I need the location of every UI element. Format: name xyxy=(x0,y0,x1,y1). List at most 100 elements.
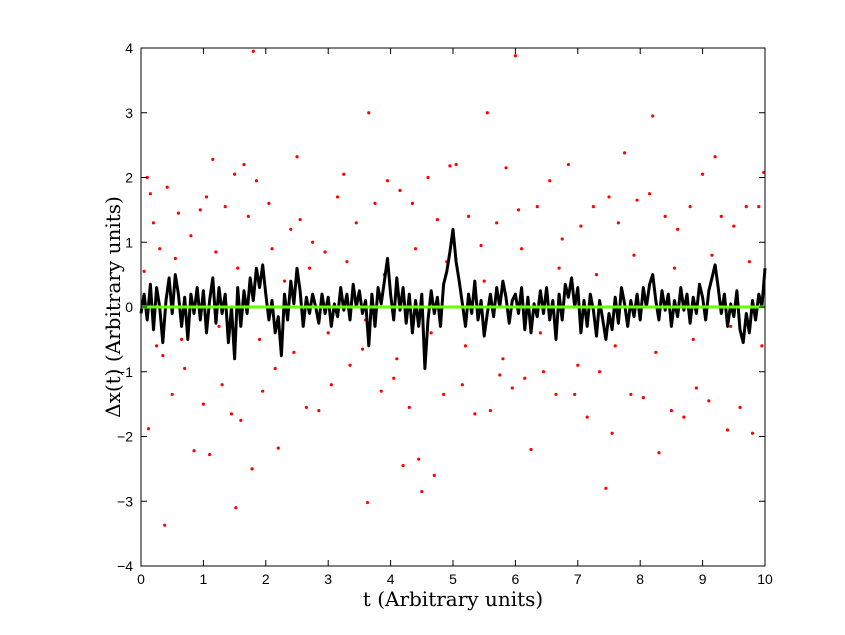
data-point xyxy=(729,324,733,329)
x-tick-label: 1 xyxy=(200,571,208,587)
data-point xyxy=(463,344,468,348)
data-point xyxy=(161,353,165,358)
data-point xyxy=(560,237,564,241)
data-point xyxy=(607,195,611,199)
data-point xyxy=(220,383,224,387)
data-point xyxy=(413,247,418,251)
data-point xyxy=(744,205,748,209)
y-axis-label: Δx(t) (Arbitrary units) xyxy=(101,196,125,418)
scatter-points xyxy=(142,49,766,527)
data-point xyxy=(694,386,698,390)
data-point xyxy=(535,205,539,209)
data-point xyxy=(257,337,262,341)
data-point xyxy=(676,227,680,231)
data-point xyxy=(239,418,243,422)
data-point xyxy=(713,155,717,159)
data-point xyxy=(516,208,521,212)
data-point xyxy=(591,205,596,209)
data-point xyxy=(254,179,259,183)
data-point xyxy=(246,214,250,218)
data-point xyxy=(442,392,446,397)
y-tick-label: 2 xyxy=(125,170,133,186)
data-point xyxy=(598,370,602,374)
data-point xyxy=(454,162,458,167)
data-point xyxy=(485,111,489,115)
data-point xyxy=(632,253,636,257)
data-point xyxy=(295,155,299,159)
data-point xyxy=(616,221,620,225)
data-point xyxy=(148,192,152,196)
x-tick-label: 10 xyxy=(757,571,773,587)
data-point xyxy=(155,344,159,348)
data-point xyxy=(417,457,421,461)
data-point xyxy=(750,431,755,435)
data-point xyxy=(214,250,218,254)
data-point xyxy=(345,260,349,264)
data-point xyxy=(635,198,639,202)
data-point xyxy=(420,489,424,494)
data-point xyxy=(641,396,645,400)
data-point xyxy=(170,392,174,397)
data-point xyxy=(410,201,415,205)
data-point xyxy=(448,164,452,168)
data-point xyxy=(146,427,151,431)
data-point xyxy=(276,446,280,450)
data-point xyxy=(566,162,571,167)
data-point xyxy=(429,331,433,335)
data-point xyxy=(176,211,181,215)
data-point xyxy=(691,337,695,341)
data-point xyxy=(594,273,599,277)
x-tick-label: 4 xyxy=(387,571,395,587)
data-point xyxy=(498,373,502,377)
data-point xyxy=(201,402,205,406)
data-point xyxy=(501,357,505,361)
data-point xyxy=(585,415,589,419)
data-point xyxy=(557,266,561,270)
data-point xyxy=(672,266,677,270)
data-point xyxy=(663,214,667,218)
data-point xyxy=(304,405,308,409)
x-tick-label: 9 xyxy=(699,571,707,587)
data-point xyxy=(732,224,736,228)
x-tick-label: 0 xyxy=(137,571,145,587)
data-point xyxy=(488,409,493,413)
x-tick-label: 3 xyxy=(324,571,332,587)
data-point xyxy=(236,266,240,270)
data-point xyxy=(407,405,411,409)
data-point xyxy=(311,240,315,244)
data-point xyxy=(329,383,333,387)
data-point xyxy=(701,172,705,176)
data-point xyxy=(365,500,370,505)
data-point xyxy=(398,188,402,193)
y-tick-label: 1 xyxy=(125,234,133,250)
x-tick-label: 6 xyxy=(512,571,520,587)
data-point xyxy=(289,227,293,231)
data-point xyxy=(145,175,149,180)
trace-line xyxy=(139,227,767,370)
data-point xyxy=(192,449,196,453)
data-point xyxy=(183,366,187,371)
y-tick-label: 0 xyxy=(125,299,133,315)
data-point xyxy=(707,399,711,403)
data-point xyxy=(579,224,583,228)
data-point xyxy=(513,54,518,58)
data-point xyxy=(725,428,730,432)
data-point xyxy=(657,451,661,455)
data-point xyxy=(251,49,255,53)
data-point xyxy=(204,195,209,199)
data-point xyxy=(267,201,271,205)
data-point xyxy=(360,347,365,351)
data-point xyxy=(538,331,542,335)
data-point xyxy=(710,253,714,257)
data-point xyxy=(401,464,405,468)
data-point xyxy=(151,221,156,225)
y-tick-label: −1 xyxy=(117,364,133,380)
y-tick-label: −3 xyxy=(117,493,133,509)
data-point xyxy=(629,392,633,397)
data-point xyxy=(613,344,617,348)
data-point xyxy=(610,431,614,435)
trace-series xyxy=(139,227,767,370)
y-tick-label: 4 xyxy=(125,40,133,56)
data-point xyxy=(292,350,296,354)
data-point xyxy=(573,392,577,397)
